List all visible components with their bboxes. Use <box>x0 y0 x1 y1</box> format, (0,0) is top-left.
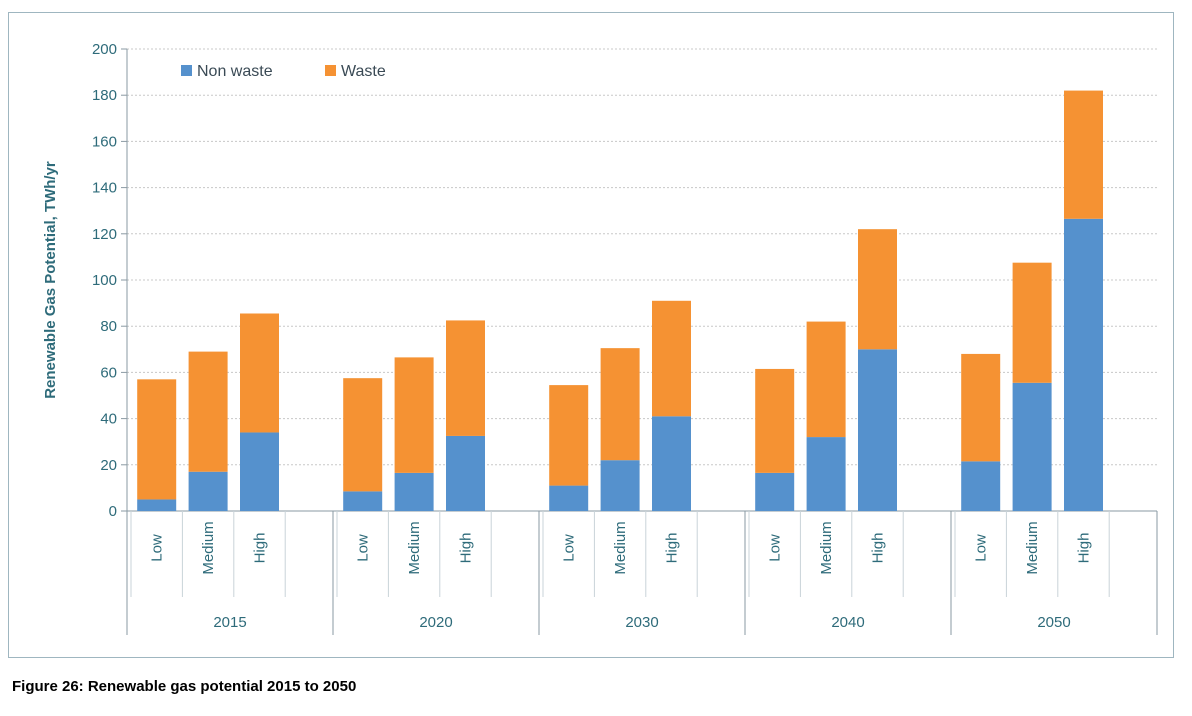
bar-non-waste <box>549 485 589 511</box>
category-label: Medium <box>406 521 423 574</box>
group-label: 2030 <box>625 614 658 631</box>
category-label: High <box>664 533 681 564</box>
y-tick-label: 140 <box>92 180 117 197</box>
bar-waste <box>188 351 228 472</box>
bar-waste <box>858 229 897 350</box>
bar-non-waste <box>188 471 228 511</box>
bar-waste <box>600 348 640 461</box>
bar-waste <box>755 368 795 473</box>
bar-waste <box>806 321 846 438</box>
y-axis-title: Renewable Gas Potential, TWh/yr <box>42 161 59 399</box>
bar-non-waste <box>343 491 383 511</box>
bar-non-waste <box>652 416 691 511</box>
y-tick-label: 60 <box>100 364 117 381</box>
category-label: Medium <box>612 521 629 574</box>
y-tick-label: 20 <box>100 457 117 474</box>
chart-frame: 0 20 40 60 80 100 120 140 160 180 200 Renewable Gas… <box>8 12 1174 658</box>
category-label: High <box>870 533 887 564</box>
legend-label: Non waste <box>197 63 273 80</box>
bar-non-waste <box>1012 382 1052 511</box>
bar-non-waste <box>240 432 279 511</box>
category-label: Low <box>767 534 784 562</box>
bar-non-waste <box>1064 218 1103 511</box>
bar-waste <box>549 385 589 486</box>
category-label: High <box>458 533 475 564</box>
group-label: 2050 <box>1037 614 1070 631</box>
bar-waste <box>394 357 434 473</box>
y-tick-label: 40 <box>100 411 117 428</box>
category-label: Low <box>973 534 990 562</box>
y-tick-label: 80 <box>100 318 117 335</box>
y-tick-label: 180 <box>92 87 117 104</box>
group-label: 2040 <box>831 614 864 631</box>
group-label: 2020 <box>419 614 452 631</box>
group-label: 2015 <box>213 614 246 631</box>
legend-label: Waste <box>341 63 386 80</box>
bar-waste <box>240 313 279 433</box>
bar-non-waste <box>961 461 1001 511</box>
category-label: Low <box>561 534 578 562</box>
category-label: High <box>1076 533 1093 564</box>
bar-non-waste <box>137 499 177 511</box>
legend-swatch <box>325 65 336 76</box>
bar-waste <box>137 379 177 500</box>
bar-waste <box>1064 90 1103 219</box>
figure-caption: Figure 26: Renewable gas potential 2015 … <box>12 678 357 695</box>
category-label: Medium <box>818 521 835 574</box>
bar-non-waste <box>394 472 434 511</box>
bar-waste <box>446 320 485 436</box>
y-tick-label: 200 <box>92 41 117 58</box>
category-label: Low <box>149 534 166 562</box>
bar-non-waste <box>446 435 485 511</box>
bar-waste <box>343 378 383 492</box>
bar-non-waste <box>755 472 795 511</box>
y-tick-label: 0 <box>109 503 117 520</box>
bar-waste <box>1012 262 1052 383</box>
bar-non-waste <box>600 460 640 511</box>
bar-non-waste <box>858 349 897 511</box>
category-label: Medium <box>200 521 217 574</box>
category-label: Medium <box>1024 521 1041 574</box>
legend-swatch <box>181 65 192 76</box>
category-label: High <box>252 533 269 564</box>
bar-waste <box>961 353 1001 462</box>
bar-waste <box>652 300 691 417</box>
y-tick-label: 120 <box>92 226 117 243</box>
bar-non-waste <box>806 437 846 511</box>
category-label: Low <box>355 534 372 562</box>
y-tick-label: 160 <box>92 133 117 150</box>
y-tick-label: 100 <box>92 272 117 289</box>
